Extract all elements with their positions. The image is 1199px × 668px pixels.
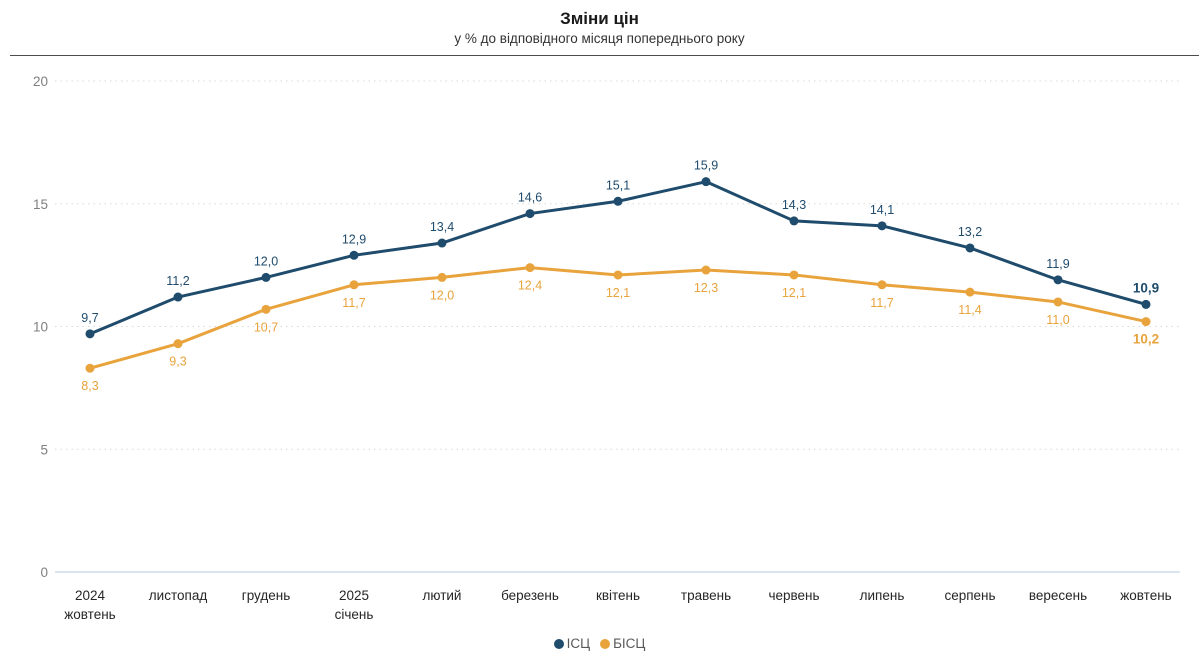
data-point[interactable] — [965, 287, 975, 297]
data-label: 15,1 — [606, 178, 630, 192]
data-label: 12,1 — [782, 286, 806, 300]
chart-area: 0 5 10 15 20 2024 жовтень листопад грудень 2025 сі… — [0, 56, 1199, 631]
data-label: 12,4 — [518, 279, 542, 293]
y-tick-label: 5 — [40, 442, 48, 457]
data-label: 9,7 — [81, 311, 98, 325]
legend-item-0[interactable]: ІСЦ — [553, 636, 591, 652]
x-tick-label: 2025 — [339, 588, 369, 603]
x-tick-label: травень — [681, 588, 731, 603]
data-point[interactable] — [877, 280, 887, 290]
x-tick-label: березень — [501, 588, 559, 603]
data-point[interactable] — [349, 280, 359, 290]
data-label: 10,2 — [1133, 332, 1159, 347]
data-label: 11,7 — [870, 296, 893, 310]
x-tick-label: 2024 — [75, 588, 106, 603]
data-point[interactable] — [85, 363, 95, 373]
data-point[interactable] — [525, 263, 535, 273]
data-point[interactable] — [877, 221, 887, 231]
x-tick-label: вересень — [1029, 588, 1087, 603]
x-tick-label: липень — [860, 588, 905, 603]
data-label: 15,9 — [694, 159, 718, 173]
legend-label: ІСЦ — [566, 636, 591, 652]
data-point[interactable] — [1053, 297, 1063, 307]
data-label: 12,3 — [694, 281, 718, 295]
data-label: 11,2 — [166, 274, 189, 288]
x-tick-label: грудень — [242, 588, 290, 603]
data-point[interactable] — [173, 339, 183, 349]
data-point[interactable] — [437, 238, 447, 248]
data-label: 12,1 — [606, 286, 630, 300]
data-point[interactable] — [613, 270, 623, 280]
x-tick-label: жовтень — [64, 607, 115, 622]
data-label: 8,3 — [81, 379, 98, 393]
y-tick-label: 15 — [33, 197, 48, 212]
data-label: 11,7 — [342, 296, 365, 310]
data-point[interactable] — [261, 272, 271, 282]
legend-item-1[interactable]: БІСЦ — [600, 636, 645, 651]
data-label: 12,0 — [430, 288, 454, 302]
chart-title: Зміни цін — [560, 9, 639, 28]
legend-dot-icon — [553, 638, 564, 649]
legend-label: БІСЦ — [613, 636, 646, 652]
data-point[interactable] — [261, 304, 271, 314]
x-tick-label: серпень — [944, 588, 995, 603]
data-label: 9,3 — [169, 355, 186, 369]
data-label: 12,9 — [342, 232, 366, 246]
y-tick-label: 10 — [33, 319, 48, 334]
data-point[interactable] — [1141, 299, 1151, 309]
chart-legend: ІСЦ БІСЦ — [0, 633, 1199, 655]
data-label: 13,4 — [430, 220, 454, 234]
data-label: 11,9 — [1046, 257, 1069, 271]
data-point[interactable] — [701, 265, 711, 275]
data-point[interactable] — [613, 196, 623, 206]
x-tick-label: листопад — [149, 588, 208, 603]
data-label: 14,1 — [870, 203, 894, 217]
data-label: 14,3 — [782, 198, 806, 212]
data-label: 12,0 — [254, 254, 278, 268]
data-label: 10,7 — [254, 320, 278, 334]
data-point[interactable] — [965, 243, 975, 253]
chart-header: Зміни цін у % до відповідного місяця поп… — [0, 0, 1199, 56]
x-tick-label: лютий — [423, 588, 462, 603]
data-point[interactable] — [789, 216, 799, 226]
data-point[interactable] — [1141, 317, 1151, 327]
data-point[interactable] — [525, 209, 535, 219]
data-label: 14,6 — [518, 191, 542, 205]
data-point[interactable] — [1053, 275, 1063, 285]
data-point[interactable] — [789, 270, 799, 280]
data-point[interactable] — [437, 272, 447, 282]
data-point[interactable] — [349, 250, 359, 260]
legend-dot-icon — [600, 638, 611, 649]
chart-subtitle: у % до відповідного місяця попереднього … — [454, 31, 745, 47]
x-tick-label: січень — [335, 607, 374, 622]
data-point[interactable] — [701, 177, 711, 187]
y-tick-label: 0 — [40, 565, 48, 580]
data-label: 11,4 — [958, 303, 981, 317]
data-point[interactable] — [85, 329, 95, 339]
x-tick-label: квітень — [596, 588, 640, 603]
price-chart-svg: 0 5 10 15 20 2024 жовтень листопад грудень 2025 сі… — [33, 74, 1180, 622]
data-label: 10,9 — [1133, 280, 1159, 295]
header-divider — [10, 54, 1199, 56]
data-label: 13,2 — [958, 225, 982, 239]
x-tick-label: жовтень — [1120, 588, 1171, 603]
y-tick-label: 20 — [33, 74, 48, 89]
x-tick-label: червень — [768, 588, 819, 603]
data-label: 11,0 — [1046, 313, 1069, 327]
data-point[interactable] — [173, 292, 183, 302]
